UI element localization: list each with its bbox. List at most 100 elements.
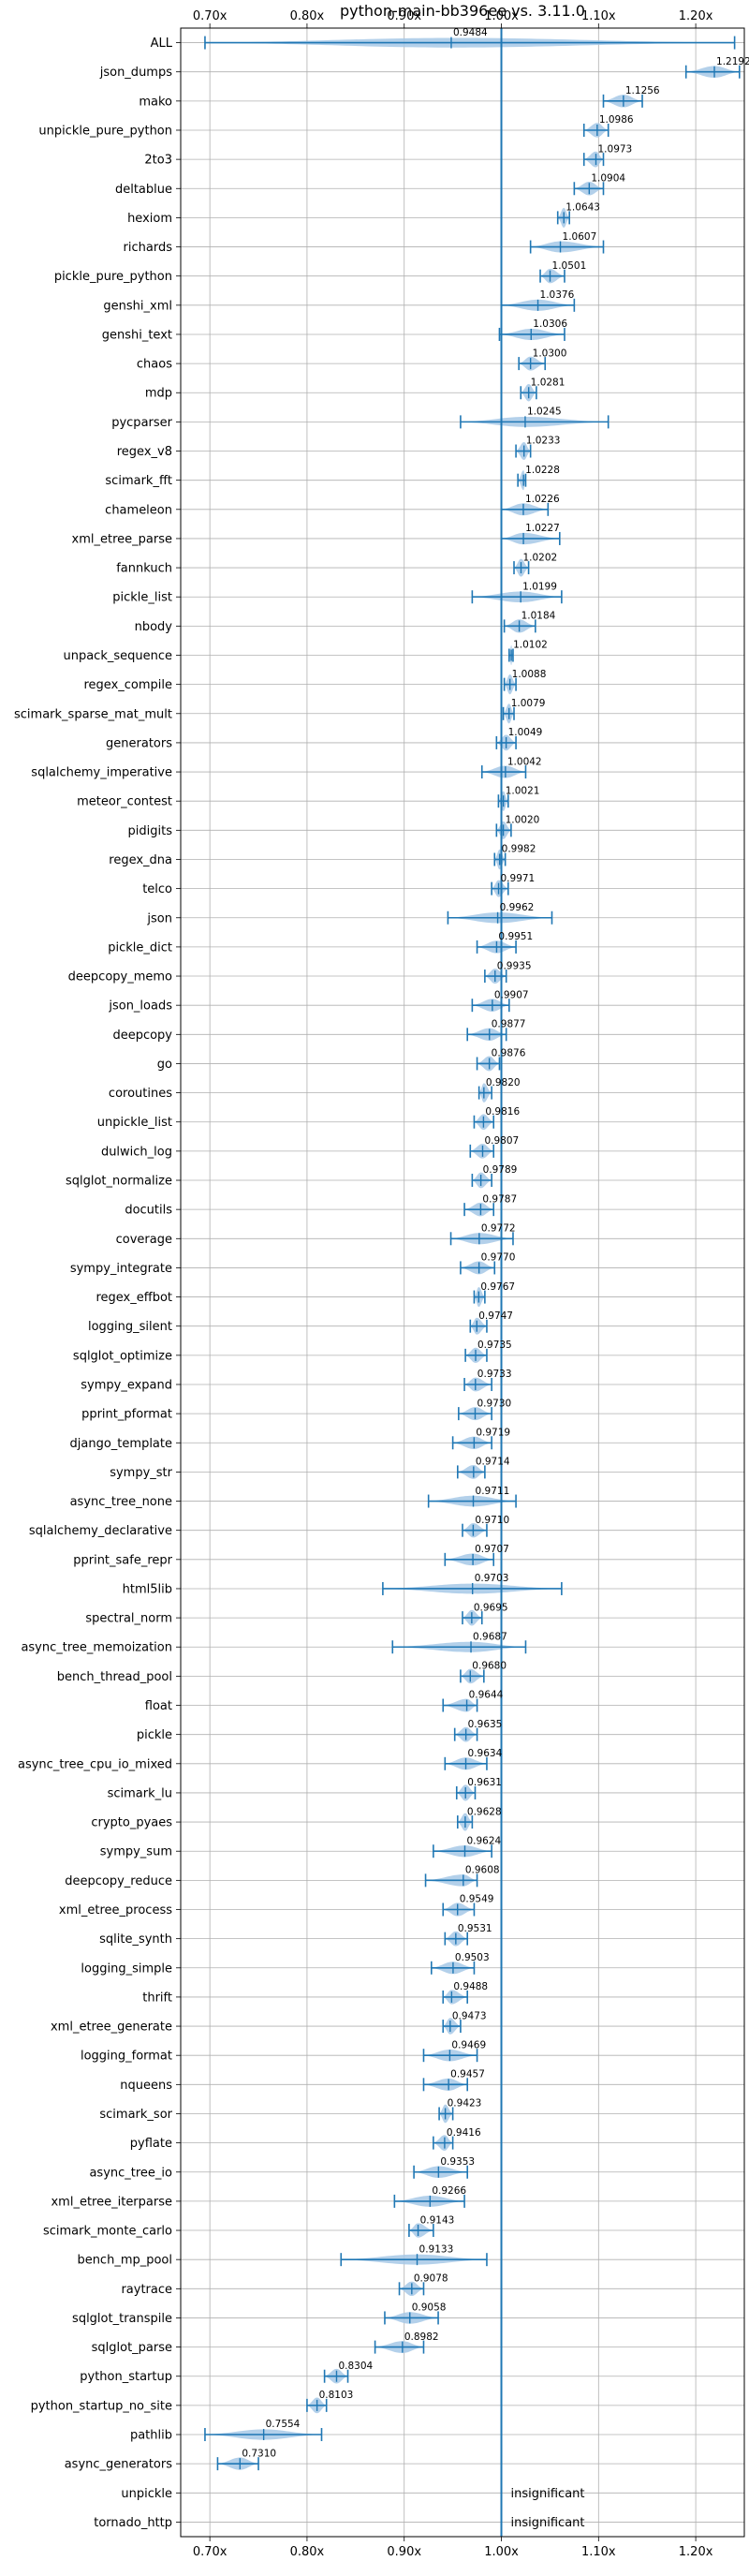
category-label: json (146, 911, 172, 925)
category-label: pidigits (128, 824, 173, 838)
x-tick-label-top: 1.20x (679, 9, 713, 23)
value-label: 0.9767 (480, 1281, 515, 1293)
value-label: 1.0079 (511, 698, 546, 709)
value-label: 0.9133 (419, 2243, 454, 2255)
annotation-label: insignificant (511, 2516, 585, 2530)
category-label: genshi_xml (103, 299, 172, 313)
value-label: 0.9703 (475, 1573, 509, 1584)
value-label: 0.9628 (467, 1806, 502, 1817)
category-label: nqueens (120, 2079, 172, 2093)
value-label-layer: 0.9484 1.2192 1.1256 1.0986 1.0973 1.0904 1.06… (242, 27, 749, 2530)
x-tick-label-bottom: 1.10x (581, 2545, 616, 2559)
category-label: mako (139, 95, 172, 109)
category-label: crypto_pyaes (91, 1816, 172, 1830)
category-label: pprint_safe_repr (73, 1553, 172, 1567)
value-label: 1.0102 (513, 640, 548, 651)
category-label: sqlglot_optimize (73, 1349, 172, 1363)
value-label: 0.9416 (447, 2127, 481, 2139)
value-label: 0.9714 (476, 1457, 510, 1468)
category-label: chaos (137, 358, 172, 372)
category-label: pathlib (130, 2429, 172, 2443)
plot-frame (180, 27, 745, 2538)
value-label: 1.0643 (565, 202, 600, 214)
value-label: 1.0227 (525, 523, 560, 534)
value-label: 0.9644 (469, 1690, 504, 1701)
value-label: 1.0233 (526, 436, 561, 447)
category-label: pyflate (130, 2137, 172, 2151)
category-label: go (157, 1058, 172, 1072)
axes-layer: 0.70x 0.70x 0.80x 0.80x 0.90x 0.90x 1.00x 1.00x… (14, 9, 745, 2559)
value-label: 0.9719 (476, 1427, 510, 1438)
category-label: json_dumps (99, 66, 172, 80)
x-tick-label-bottom: 1.00x (484, 2545, 519, 2559)
category-label: async_tree_cpu_io_mixed (18, 1757, 172, 1771)
category-label: sqlalchemy_imperative (31, 766, 172, 780)
category-label: scimark_fft (105, 474, 172, 488)
category-label: mdp (145, 387, 172, 401)
value-label: 1.0245 (527, 407, 562, 418)
value-label: 0.9687 (473, 1631, 507, 1642)
value-label: 0.9423 (448, 2098, 482, 2110)
value-label: 0.8982 (404, 2332, 439, 2343)
category-label: async_tree_none (70, 1495, 172, 1509)
category-label: unpickle (121, 2487, 172, 2501)
value-label: 1.0300 (533, 348, 567, 359)
category-label: regex_effbot (95, 1291, 172, 1305)
x-tick-label-bottom: 1.20x (679, 2545, 713, 2559)
value-label: 0.9876 (492, 1048, 526, 1059)
value-label: 0.9635 (468, 1719, 503, 1730)
value-label: 0.9484 (453, 27, 488, 38)
category-label: sqlglot_parse (92, 2341, 172, 2355)
x-tick-label-top: 1.10x (581, 9, 616, 23)
value-label: 1.0184 (521, 611, 556, 622)
value-label: 0.9710 (475, 1515, 509, 1526)
category-label: coverage (116, 1233, 172, 1247)
value-label: 1.0226 (525, 494, 560, 505)
category-label: genshi_text (102, 328, 172, 342)
category-label: deepcopy (112, 1029, 172, 1043)
value-label: 0.9469 (451, 2039, 486, 2050)
category-label: regex_compile (83, 678, 172, 692)
value-label: 0.9549 (460, 1894, 494, 1905)
category-label: scimark_monte_carlo (43, 2225, 172, 2239)
category-label: ALL (151, 37, 173, 51)
value-label: 1.0607 (563, 231, 597, 243)
value-label: 0.9695 (474, 1602, 508, 1613)
category-label: pickle_pure_python (54, 270, 172, 284)
error-bar-layer (204, 28, 741, 2537)
category-label: sympy_str (110, 1466, 172, 1480)
value-label: 1.0306 (533, 318, 567, 330)
category-label: async_generators (65, 2458, 173, 2472)
category-label: unpickle_pure_python (38, 124, 172, 138)
category-label: docutils (125, 1204, 172, 1218)
category-label: python_startup (80, 2370, 172, 2384)
value-label: 0.9488 (453, 1981, 488, 1992)
value-label: 0.9730 (477, 1398, 511, 1409)
category-label: sympy_sum (100, 1845, 172, 1859)
category-label: pycparser (111, 416, 172, 430)
category-label: pprint_pformat (81, 1408, 172, 1422)
x-tick-label-top: 0.90x (387, 9, 421, 23)
category-label: pickle (137, 1728, 172, 1742)
category-label: logging_format (81, 2050, 172, 2064)
value-label: 0.9624 (466, 1835, 501, 1846)
category-label: xml_etree_generate (51, 2021, 172, 2035)
category-label: deepcopy_reduce (65, 1874, 172, 1888)
value-label: 1.0904 (591, 172, 625, 184)
category-label: generators (106, 736, 172, 750)
category-label: async_tree_memoization (21, 1641, 172, 1655)
value-label: 1.1256 (625, 85, 660, 96)
value-label: 0.9735 (477, 1340, 512, 1351)
value-label: 1.0228 (525, 465, 560, 476)
value-label: 0.8103 (319, 2390, 354, 2401)
category-label: coroutines (109, 1087, 172, 1101)
category-label: json_loads (108, 999, 172, 1014)
category-label: hexiom (127, 212, 172, 226)
value-label: 0.9787 (482, 1193, 517, 1205)
category-label: tornado_http (94, 2516, 172, 2530)
category-label: async_tree_io (89, 2166, 172, 2180)
category-label: chameleon (105, 503, 172, 517)
category-label: pickle_dict (108, 940, 172, 955)
value-label: 1.0281 (531, 377, 565, 388)
chart-title: python-main-bb396ee vs. 3.11.0 (340, 2, 585, 20)
